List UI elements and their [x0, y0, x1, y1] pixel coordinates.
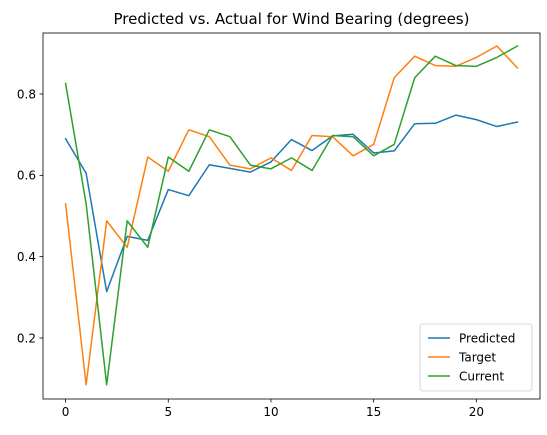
chart-title: Predicted vs. Actual for Wind Bearing (d…	[114, 10, 470, 28]
y-tick-label: 0.4	[17, 250, 36, 264]
series-lines	[64, 44, 519, 386]
x-tick-label: 5	[164, 405, 172, 419]
x-tick-label: 0	[62, 405, 70, 419]
legend-label-predicted: Predicted	[459, 331, 515, 345]
y-tick-label: 0.6	[17, 169, 36, 183]
series-line-predicted	[64, 114, 519, 293]
y-tick-label: 0.8	[17, 87, 36, 101]
x-tick-label: 10	[263, 405, 278, 419]
series-line-current	[64, 44, 519, 386]
x-tick-label: 15	[366, 405, 381, 419]
series-line-target	[64, 45, 519, 386]
y-axis: 0.2 0.4 0.6 0.8	[17, 87, 43, 345]
y-tick-label: 0.2	[17, 331, 36, 345]
plot-frame	[42, 32, 541, 400]
legend-label-current: Current	[459, 369, 504, 383]
x-tick-label: 20	[469, 405, 484, 419]
legend-label-target: Target	[458, 350, 496, 364]
legend-box	[419, 323, 533, 392]
legend: Predicted Target Current	[419, 323, 533, 392]
x-axis: 0 5 10 15 20	[62, 399, 484, 419]
